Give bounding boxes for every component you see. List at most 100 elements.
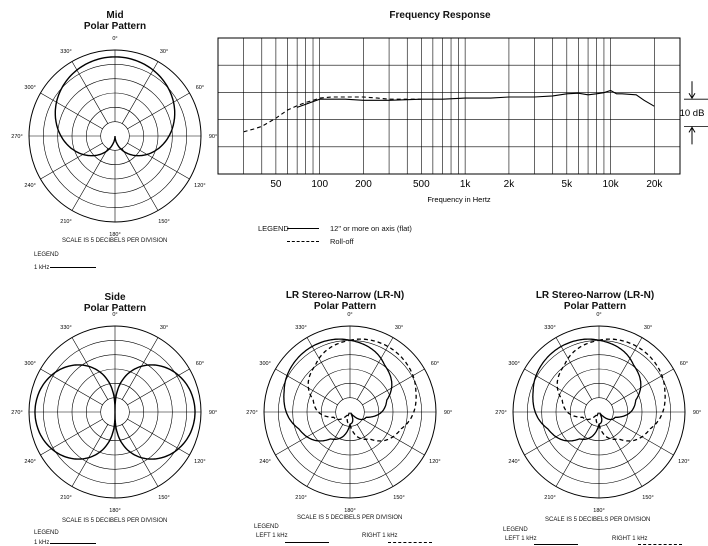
side-legend-line xyxy=(50,543,96,544)
lrn1-angle-label: 150° xyxy=(393,495,404,501)
freq-legend-dashed-line xyxy=(287,241,319,242)
freq-x-axis-label: Frequency in Hertz xyxy=(427,195,491,204)
mid-angle-label: 270° xyxy=(11,134,22,140)
lrn2-polar-chart: 0° 30° 60° 90° 120° 150° 180° 210° 240° 270° 300° 3… xyxy=(495,312,701,514)
side-angle-label: 90° xyxy=(209,410,217,416)
lrn2-angle-label: 150° xyxy=(642,495,653,501)
mid-pattern-1khz xyxy=(54,56,176,157)
mid-angle-label: 120° xyxy=(194,183,205,189)
lrn2-grid-spoke xyxy=(555,424,593,487)
side-title-line2: Polar Pattern xyxy=(83,303,147,314)
freq-title: Frequency Response xyxy=(389,10,491,21)
lrn1-legend-right-line xyxy=(388,542,432,543)
lrn2-angle-label: 270° xyxy=(495,410,506,416)
lrn2-angle-label: 210° xyxy=(544,495,555,501)
mid-legend-title: LEGEND xyxy=(34,252,59,258)
freq-legend-solid-line xyxy=(287,228,319,229)
freq-x-tick-label: 100 xyxy=(311,179,328,190)
mid-grid-spoke xyxy=(127,142,190,180)
freq-legend-rolloff: Roll-off xyxy=(330,237,354,246)
lrn1-polar-chart: 0° 30° 60° 90° 120° 150° 180° 210° 240° 270° 300° 3… xyxy=(246,312,452,514)
freq-legend-flat: 12" or more on axis (flat) xyxy=(330,224,412,233)
lrn1-legend-left-line xyxy=(285,542,329,543)
mid-scale-note: SCALE IS 5 DECIBELS PER DIVISION xyxy=(62,238,168,244)
lrn1-angle-label: 90° xyxy=(444,410,452,416)
freq-x-tick-label: 10k xyxy=(603,179,620,190)
lrn2-grid-spoke xyxy=(555,337,593,400)
freq-series-flat xyxy=(296,89,655,108)
mid-grid-spoke xyxy=(121,61,159,124)
lrn1-angle-label: 330° xyxy=(295,325,306,331)
lrn2-grid-spoke xyxy=(611,368,674,406)
lrn2-angle-label: 300° xyxy=(508,361,519,367)
lrn2-pattern-left xyxy=(532,338,642,442)
frequency-response-chart: 50 100 200 500 1k 2k 5k 10k 20k Frequency in Hert… xyxy=(217,37,708,204)
lrn1-legend-left: LEFT 1 kHz xyxy=(256,533,288,539)
side-angle-label: 300° xyxy=(24,361,35,367)
mid-grid-spoke xyxy=(121,148,159,211)
mid-angle-label: 330° xyxy=(60,49,71,55)
mid-title-line2: Polar Pattern xyxy=(83,21,147,32)
side-grid-spoke xyxy=(121,337,159,400)
side-angle-label: 60° xyxy=(196,361,204,367)
side-pattern-1khz xyxy=(34,364,196,460)
lrn1-pattern-right xyxy=(307,338,417,442)
side-angle-label: 120° xyxy=(194,459,205,465)
lrn2-grid-spoke xyxy=(524,368,587,406)
mid-angle-label: 90° xyxy=(209,134,217,140)
mid-grid-spoke xyxy=(40,142,103,180)
side-legend-title: LEGEND xyxy=(34,530,59,536)
lrn1-angle-label: 180° xyxy=(344,508,355,514)
side-legend-1khz: 1 kHz xyxy=(34,540,50,546)
lrn2-legend-left: LEFT 1 kHz xyxy=(505,536,537,542)
side-scale-note: SCALE IS 5 DECIBELS PER DIVISION xyxy=(62,518,168,524)
lrn2-angle-label: 180° xyxy=(593,508,604,514)
side-grid-spoke xyxy=(121,424,159,487)
side-angle-label: 180° xyxy=(109,508,120,514)
lrn1-angle-label: 240° xyxy=(259,459,270,465)
mid-title-line1: Mid xyxy=(106,10,124,21)
side-angle-label: 330° xyxy=(60,325,71,331)
lrn2-pattern-right xyxy=(556,338,666,442)
freq-x-tick-label: 500 xyxy=(413,179,430,190)
lrn1-grid-spoke xyxy=(306,337,344,400)
freq-x-tick-label: 200 xyxy=(355,179,372,190)
lrn1-angle-label: 30° xyxy=(395,325,403,331)
mid-angle-label: 30° xyxy=(160,49,168,55)
lrn2-grid-ring xyxy=(584,397,614,427)
side-angle-label: 0° xyxy=(112,312,117,318)
freq-bracket-arrow-down xyxy=(688,81,696,100)
lrn1-grid-ring xyxy=(335,397,365,427)
side-angle-label: 210° xyxy=(60,495,71,501)
lrn1-grid-spoke xyxy=(356,424,394,487)
lrn2-grid-spoke xyxy=(605,337,643,400)
lrn2-legend-left-line xyxy=(534,544,578,545)
freq-series-rolloff xyxy=(243,96,422,133)
mid-title: Mid Polar Pattern xyxy=(60,10,170,32)
side-angle-label: 240° xyxy=(24,459,35,465)
side-angle-label: 270° xyxy=(11,410,22,416)
lrn1-angle-label: 60° xyxy=(431,361,439,367)
mid-grid-spoke xyxy=(127,92,190,130)
side-polar-chart: 0° 30° 60° 90° 120° 150° 180° 210° 240° 270° 300° 3… xyxy=(11,312,217,514)
lrn1-angle-label: 120° xyxy=(429,459,440,465)
mid-angle-label: 300° xyxy=(24,85,35,91)
lrn1-angle-label: 300° xyxy=(259,361,270,367)
mid-angle-label: 150° xyxy=(158,219,169,225)
lrn2-angle-label: 120° xyxy=(678,459,689,465)
mid-angle-label: 240° xyxy=(24,183,35,189)
side-angle-label: 30° xyxy=(160,325,168,331)
freq-x-tick-label: 20k xyxy=(646,179,663,190)
freq-legend-title: LEGEND xyxy=(258,224,289,233)
lrn1-angle-label: 0° xyxy=(347,312,352,318)
side-title: Side Polar Pattern xyxy=(60,292,170,314)
mid-angle-label: 180° xyxy=(109,232,120,238)
mid-angle-label: 0° xyxy=(112,36,117,42)
lrn2-legend-title: LEGEND xyxy=(503,527,528,533)
lrn1-grid-spoke xyxy=(275,368,338,406)
lrn1-pattern-left xyxy=(283,338,393,442)
lrn1-title-line1: LR Stereo-Narrow (LR-N) xyxy=(285,290,405,301)
lrn1-angle-label: 270° xyxy=(246,410,257,416)
side-angle-label: 150° xyxy=(158,495,169,501)
freq-x-tick-label: 50 xyxy=(270,179,282,190)
